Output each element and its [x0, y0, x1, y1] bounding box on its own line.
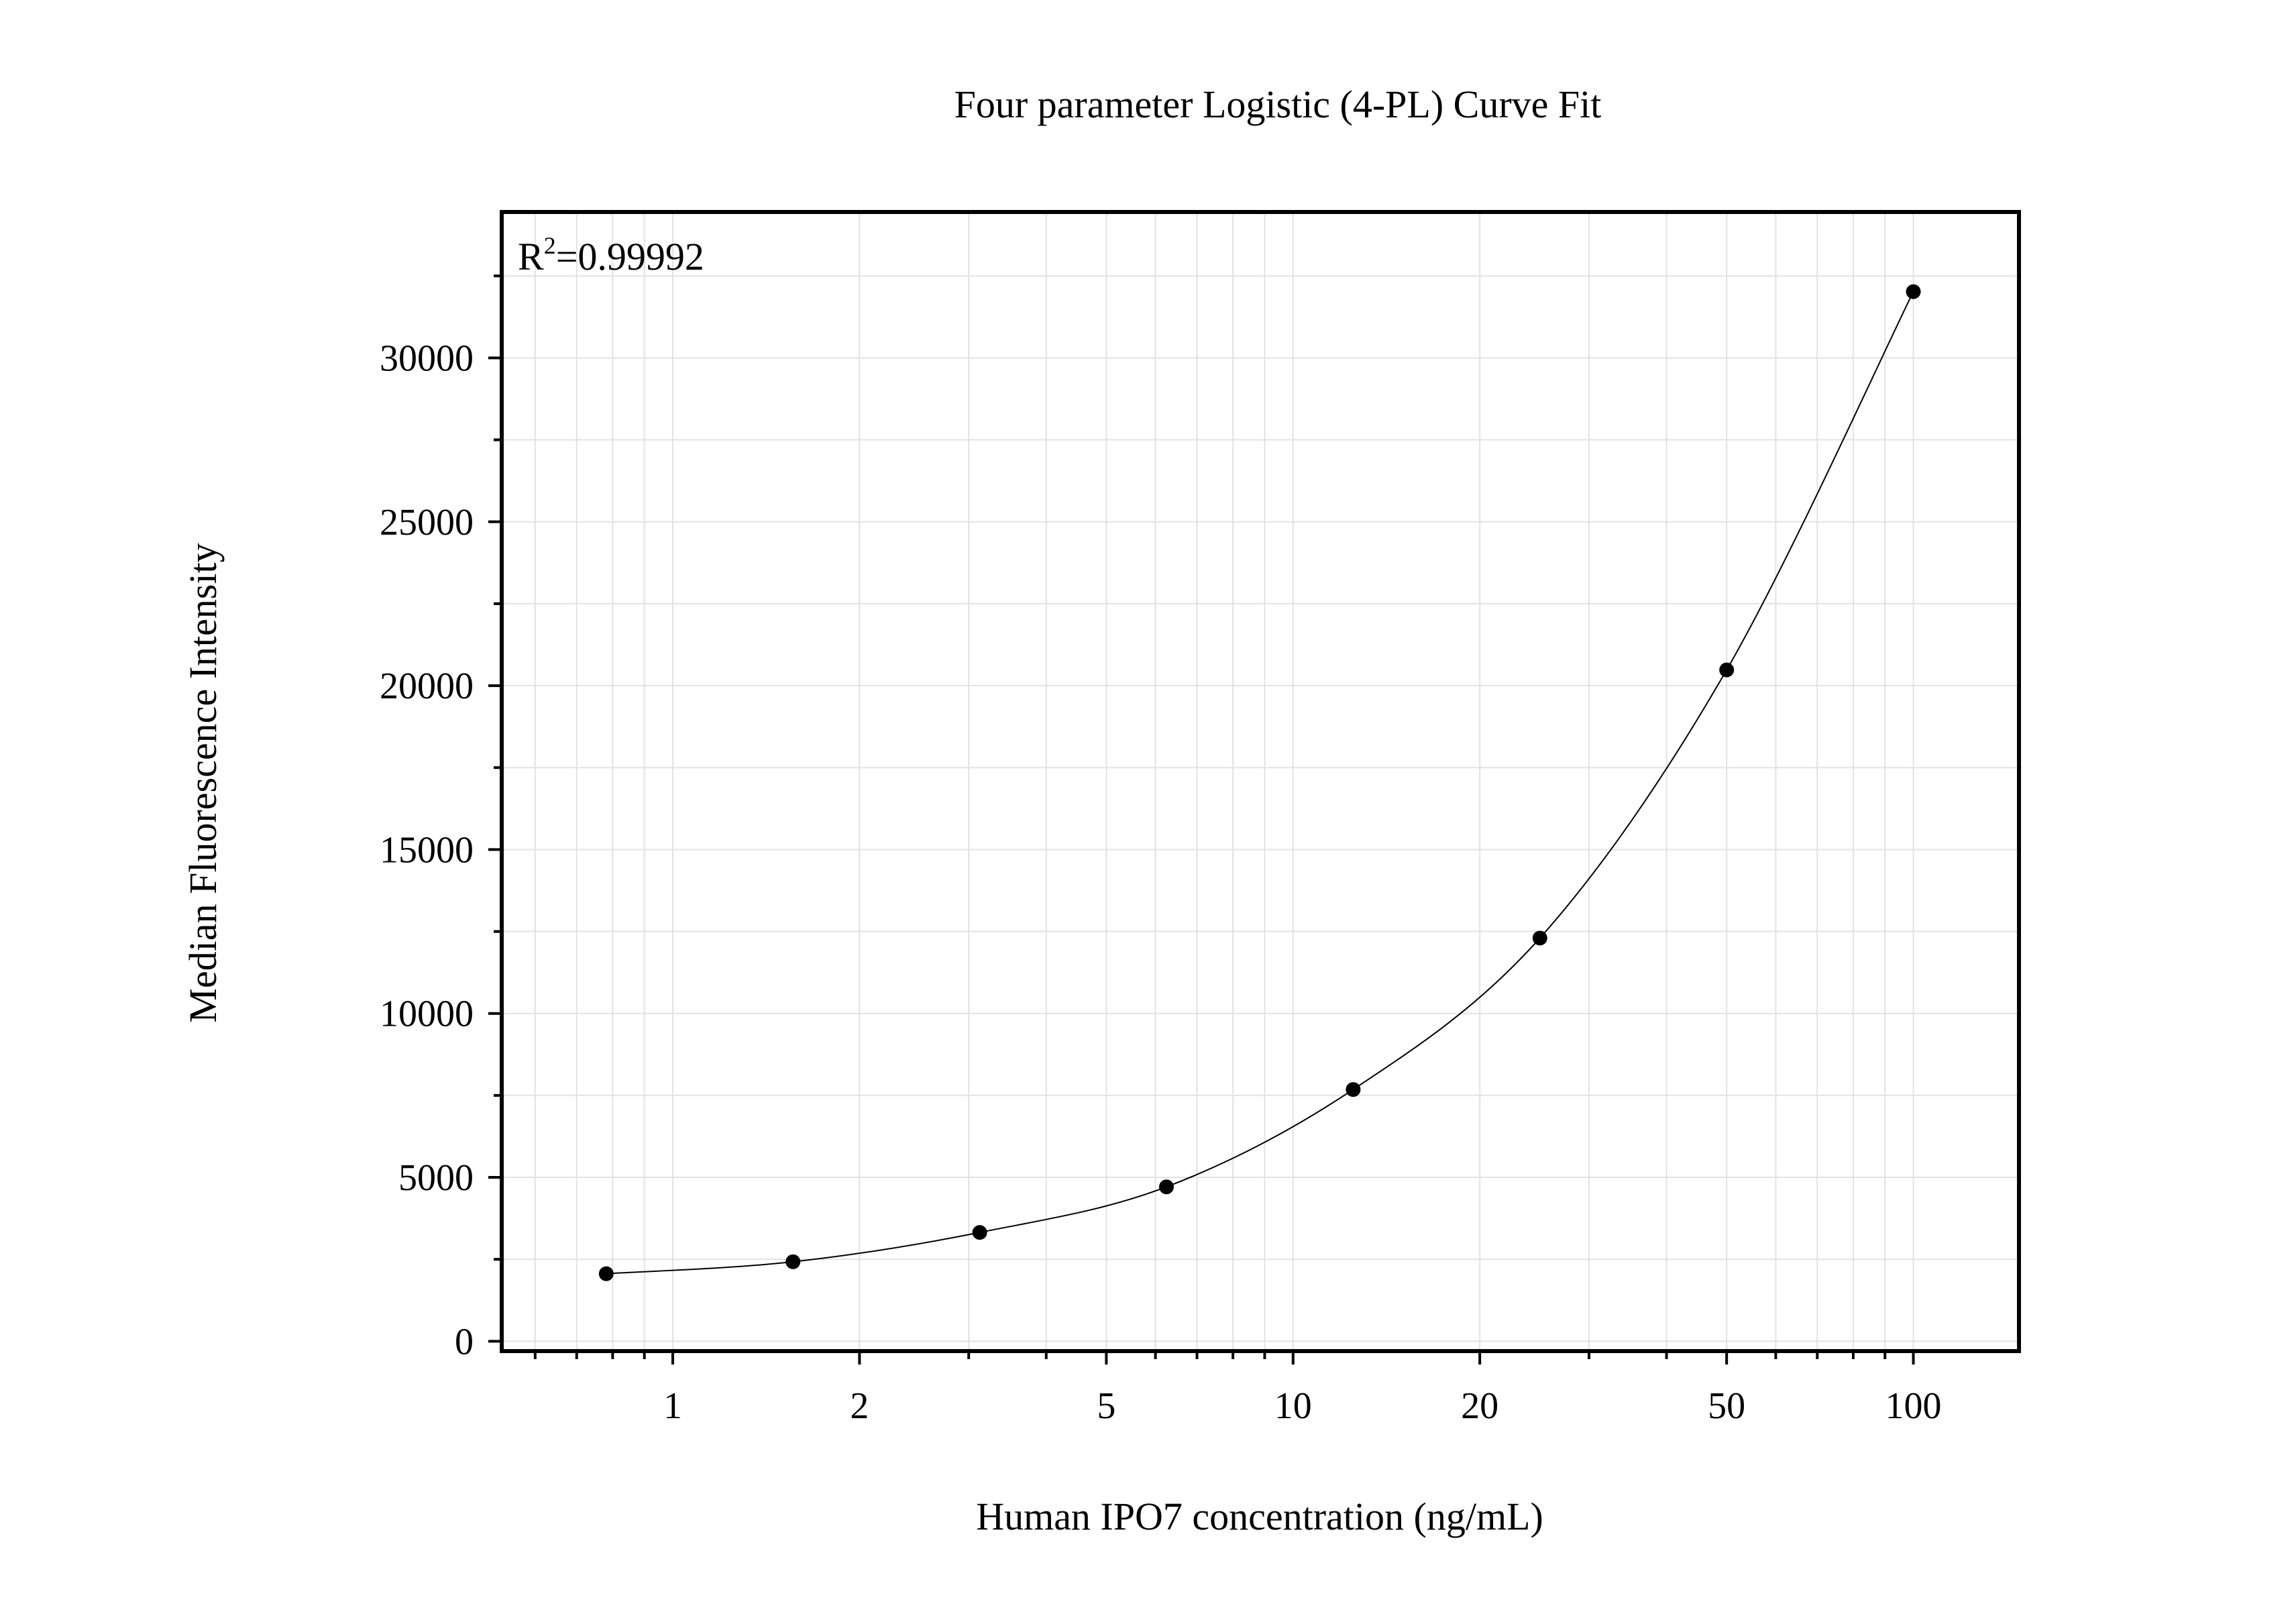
data-point: [785, 1254, 801, 1269]
y-tick-label: 5000: [398, 1157, 474, 1199]
y-tick-label: 30000: [380, 337, 474, 379]
grid-lines: [502, 212, 2019, 1351]
data-point: [1906, 284, 1921, 299]
data-point: [1346, 1082, 1361, 1098]
x-tick-label: 100: [1885, 1385, 1942, 1427]
r-squared-annotation: R2=0.99992: [518, 232, 704, 278]
data-point: [1719, 662, 1735, 678]
x-tick-label: 2: [850, 1385, 869, 1427]
tick-labels: 1 2 5 10 20 50 100 0 5000 10000 15000 20000 25000 300…: [380, 337, 1942, 1427]
r-squared-base: R: [518, 235, 544, 278]
y-tick-label: 10000: [380, 994, 474, 1035]
plot-frame: [500, 210, 2021, 1353]
data-points: [598, 284, 1921, 1281]
data-point: [598, 1266, 614, 1281]
data-point: [972, 1225, 987, 1240]
axis-ticks: [488, 274, 1915, 1365]
x-tick-label: 1: [663, 1385, 682, 1427]
x-tick-label: 10: [1274, 1385, 1312, 1427]
y-tick-label: 15000: [380, 829, 474, 871]
x-axis-label: Human IPO7 concentration (ng/mL): [976, 1495, 1543, 1538]
y-tick-label: 0: [455, 1321, 474, 1362]
x-tick-label: 5: [1097, 1385, 1115, 1427]
chart-title: Four parameter Logistic (4-PL) Curve Fit: [954, 83, 1602, 126]
r-squared-sup: 2: [544, 232, 556, 259]
y-tick-label: 25000: [380, 502, 474, 543]
r-squared-value: =0.99992: [556, 235, 704, 278]
data-point: [1532, 930, 1547, 946]
y-tick-label: 20000: [380, 665, 474, 707]
fit-curve: [606, 291, 1914, 1275]
data-point: [1158, 1179, 1174, 1195]
x-tick-label: 50: [1708, 1385, 1745, 1427]
x-tick-label: 20: [1461, 1385, 1498, 1427]
y-axis-label: Median Fluorescence Intensity: [181, 543, 225, 1022]
